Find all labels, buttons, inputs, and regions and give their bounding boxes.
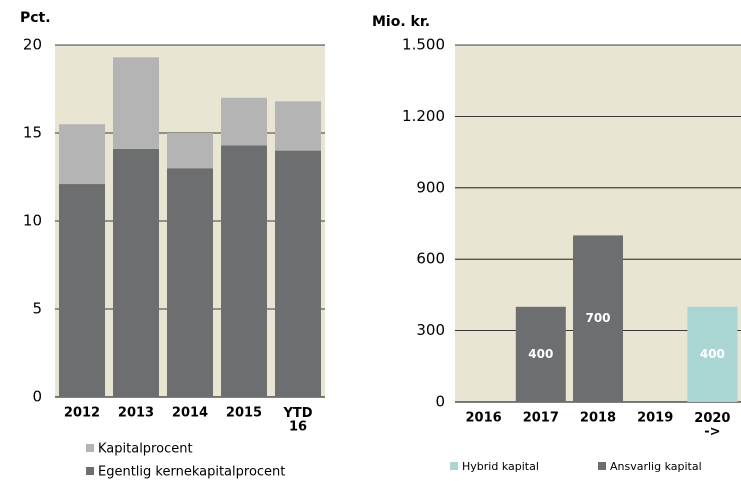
legend-label: Egentlig kernekapitalprocent [98,465,285,480]
bar [113,148,159,397]
bar [167,133,213,169]
data-label: 700 [585,311,610,325]
x-tick-label: 2015 [226,406,262,421]
legend-swatch [86,467,94,475]
y-tick-label: 15 [23,124,42,142]
legend-label: Kapitalprocent [98,442,193,457]
x-tick-label: 2020 -> [694,411,730,440]
legend-label: Ansvarlig kapital [610,460,702,473]
bar [167,168,213,397]
x-tick-label: 2017 [523,411,559,426]
y-tick-label: 10 [23,212,42,230]
bar [221,145,267,397]
y-tick-label: 1.500 [402,36,445,54]
bar [573,235,623,402]
x-tick-label: 2019 [637,411,673,426]
bar [687,306,738,402]
x-tick-label: 2018 [580,411,616,426]
y-tick-label: 0 [435,393,445,411]
data-label: 400 [700,347,725,361]
y-tick-label: 0 [32,388,42,406]
legend-label: Hybrid kapital [462,460,539,473]
y-tick-label: 900 [416,178,445,196]
legend-swatch [598,462,606,470]
data-label: 400 [528,347,553,361]
x-tick-label: 2013 [118,406,154,421]
y-tick-label: 5 [32,300,42,318]
x-tick-label: 2016 [466,411,502,426]
legend-swatch [86,444,94,452]
bar [113,57,159,149]
bar [515,306,566,402]
y-tick-label: 1.200 [402,107,445,125]
bar [275,150,321,397]
bar [221,97,267,146]
x-tick-label: 2014 [172,406,208,421]
y-tick-label: 600 [416,250,445,268]
bar [59,124,105,185]
bar [275,101,321,151]
y-tick-label: 20 [23,36,42,54]
axis-unit: Pct. [20,10,51,26]
y-tick-label: 300 [416,321,445,339]
bar [59,184,105,397]
x-tick-label: 2012 [64,406,100,421]
axis-unit: Mio. kr. [372,14,430,30]
x-tick-label: YTD 16 [282,406,312,435]
legend-swatch [450,462,458,470]
